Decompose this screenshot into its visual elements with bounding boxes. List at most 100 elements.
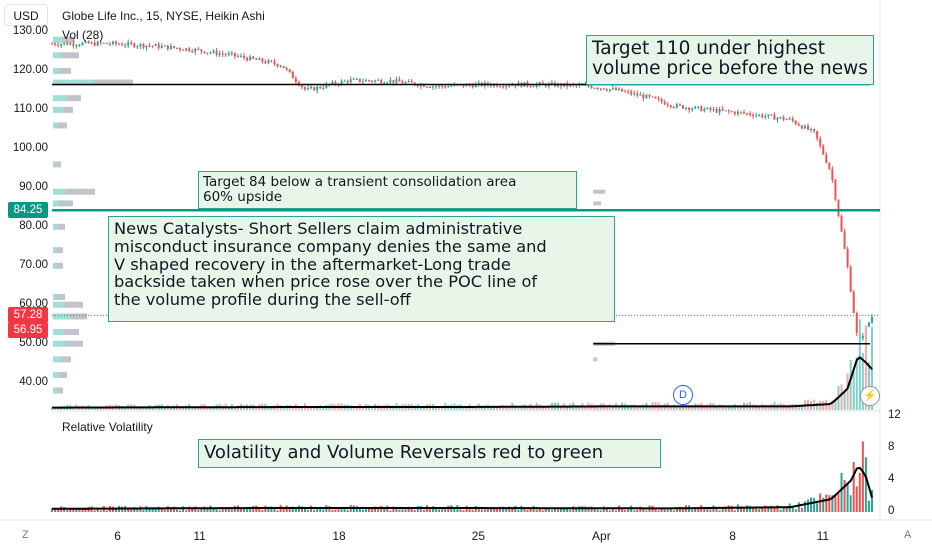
news-line2: misconduct insurance company denies the … [114, 236, 547, 256]
volatility-bar [151, 507, 154, 512]
volume-bar [480, 407, 483, 410]
volatility-bar [84, 507, 87, 512]
volume-bar [508, 406, 511, 410]
currency-button[interactable]: USD [4, 4, 48, 26]
candle-body [404, 82, 407, 84]
volume-bar [99, 407, 102, 410]
volatility-bar [749, 505, 752, 512]
profile-bar-down [65, 340, 83, 347]
volatility-bar [849, 495, 852, 512]
volatility-bar [816, 503, 819, 512]
volatility-bar [163, 509, 166, 512]
candle-body [227, 53, 230, 55]
volatility-bar [739, 506, 742, 512]
volatility-bar [596, 509, 599, 512]
volatility-bar [614, 510, 617, 512]
volatility-bar [358, 507, 361, 512]
volatility-bar [599, 510, 602, 512]
volatility-bar [730, 505, 733, 512]
volatility-tick-label: 0 [888, 505, 895, 517]
volatility-bar [575, 507, 578, 512]
candle-body [127, 42, 130, 46]
flash-icon[interactable]: ⚡ [860, 386, 880, 406]
candle-body [75, 45, 78, 47]
volume-bar [630, 404, 633, 410]
volatility-bar [99, 510, 102, 512]
volatility-bar [291, 506, 294, 512]
volatility-bar [389, 510, 392, 512]
profile-bar-down [59, 200, 73, 207]
auto-scale-icon[interactable]: A [904, 529, 912, 541]
volume-bar [648, 406, 651, 410]
candle-body [794, 120, 797, 125]
target-84-line2: 60% upside [203, 188, 283, 205]
volume-bar [816, 402, 819, 410]
candle-body [770, 114, 773, 116]
volatility-bar [197, 509, 200, 512]
candle-body [118, 43, 121, 45]
candle-body [614, 87, 617, 91]
volatility-bar [810, 497, 813, 512]
candle-body [621, 88, 624, 92]
volatility-bar [715, 508, 718, 512]
candle-body [435, 86, 438, 88]
candle-body [319, 86, 322, 89]
profile-bar-up [53, 200, 59, 207]
candle-body [130, 42, 133, 44]
volatility-bar [694, 508, 697, 512]
volume-bar [371, 406, 374, 410]
volatility-bar [871, 490, 873, 512]
volatility-bar [319, 507, 322, 512]
candle-body [419, 84, 422, 87]
time-tick-label: 6 [114, 529, 121, 543]
volatility-bar [584, 506, 587, 512]
candle-body [685, 107, 688, 109]
target-84-note[interactable]: Target 84 below a transient consolidatio… [198, 171, 577, 209]
volume-bar [72, 407, 75, 410]
volatility-bar [560, 508, 563, 512]
volatility-bar [480, 509, 483, 512]
volatility-bar [550, 510, 553, 512]
candle-body [99, 41, 102, 44]
volume-bar [352, 406, 355, 410]
volume-bar [96, 407, 99, 410]
volume-bar [361, 406, 364, 410]
candle-body [401, 81, 404, 84]
news-line3: V shaped recovery in the aftermarket-Lon… [114, 254, 511, 274]
news-note[interactable]: News Catalysts- Short Sellers claim admi… [108, 216, 615, 322]
volatility-bar [404, 509, 407, 512]
candle-body [96, 41, 99, 46]
candle-body [825, 154, 828, 163]
candle-body [663, 101, 666, 105]
volatility-note[interactable]: Volatility and Volume Reversals red to g… [198, 439, 661, 468]
volatility-bar [249, 508, 252, 512]
volume-bar [191, 407, 194, 410]
volume-bar [636, 406, 639, 410]
volatility-bar [544, 507, 547, 512]
candle-body [233, 52, 236, 57]
volatility-bar [779, 509, 782, 512]
candle-body [636, 93, 639, 96]
candle-body [310, 87, 313, 89]
volume-bar [307, 406, 310, 410]
target-110-note[interactable]: Target 110 under highest volume price be… [586, 35, 874, 85]
volatility-bar [395, 508, 398, 512]
volume-bar [471, 406, 474, 410]
last-price-tag: 57.28 [8, 307, 48, 324]
candle-body [142, 43, 145, 48]
volatility-bar [331, 509, 334, 512]
candle-body [136, 46, 139, 48]
volatility-bar [553, 507, 556, 512]
volatility-bar [288, 508, 291, 512]
dividend-marker-icon[interactable]: D [673, 385, 693, 405]
profile-bar-down [58, 371, 67, 378]
zoom-icon[interactable]: Z [22, 529, 29, 541]
candle-body [282, 66, 285, 69]
candle-body [157, 44, 160, 48]
candle-body [410, 80, 413, 83]
volume-bar [438, 406, 441, 410]
profile-bar-up [53, 329, 64, 336]
volume-bar [355, 406, 358, 410]
volatility-bar [663, 509, 666, 512]
volume-bar [547, 406, 550, 410]
